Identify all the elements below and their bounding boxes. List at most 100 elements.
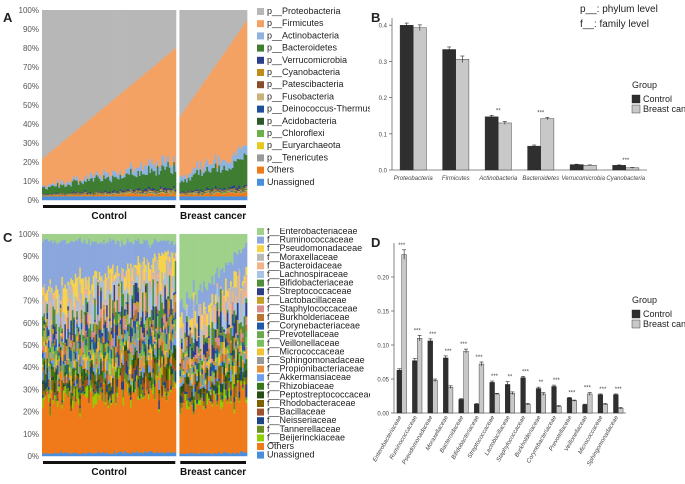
stack-segment-8 <box>158 334 161 339</box>
stack-segment-14 <box>153 194 156 197</box>
stack-segment-11 <box>85 331 88 339</box>
stack-segment-16 <box>107 369 110 377</box>
stack-segment-15 <box>106 196 108 201</box>
stack-segment-17 <box>89 358 92 361</box>
stack-segment-12 <box>91 339 94 342</box>
stack-segment-13 <box>189 193 192 194</box>
stack-segment-13 <box>135 321 138 322</box>
stack-segment-23 <box>86 384 89 386</box>
stack-segment-24 <box>125 373 128 383</box>
stack-segment-6 <box>156 278 159 282</box>
stack-segment-22 <box>211 394 214 401</box>
stack-segment-6 <box>140 190 143 193</box>
stack-segment-8 <box>46 194 49 196</box>
stack-segment-3 <box>214 153 217 164</box>
stack-segment-17 <box>50 358 53 361</box>
stack-segment-20 <box>144 348 147 356</box>
stack-segment-1 <box>74 10 77 132</box>
stack-segment-27 <box>115 453 117 457</box>
stack-segment-14 <box>82 354 85 358</box>
stack-segment-19 <box>174 345 177 349</box>
legend-swatch <box>257 130 264 137</box>
group-label-breast-cancer: Breast cancer <box>180 211 246 222</box>
stack-segment-8 <box>179 363 182 367</box>
stack-segment-2 <box>53 240 56 291</box>
stack-segment-22 <box>109 387 111 391</box>
stack-segment-7 <box>214 189 217 191</box>
stack-segment-12 <box>119 319 122 325</box>
stack-segment-11 <box>124 193 126 194</box>
stack-segment-14 <box>189 349 192 359</box>
stack-segment-11 <box>104 347 107 353</box>
stack-segment-12 <box>143 341 146 352</box>
stack-segment-5 <box>115 284 117 311</box>
stack-segment-9 <box>110 334 113 341</box>
stack-segment-7 <box>238 189 241 191</box>
stack-segment-4 <box>74 180 77 193</box>
stack-segment-13 <box>199 194 202 195</box>
stack-segment-5 <box>165 188 168 192</box>
stack-segment-8 <box>243 189 246 191</box>
stack-segment-6 <box>216 189 219 191</box>
stack-segment-27 <box>133 452 135 457</box>
stack-segment-4 <box>133 266 135 280</box>
stack-segment-14 <box>134 193 137 197</box>
stack-segment-4 <box>44 301 47 318</box>
stack-segment-24 <box>122 389 125 398</box>
stack-segment-12 <box>164 328 167 334</box>
stack-segment-8 <box>94 319 97 322</box>
stack-segment-2 <box>168 52 171 165</box>
stack-segment-18 <box>192 388 195 397</box>
stack-segment-5 <box>170 267 173 299</box>
stack-segment-8 <box>122 193 125 195</box>
stack-segment-4 <box>98 178 101 192</box>
stack-segment-25 <box>77 398 80 405</box>
stack-segment-11 <box>218 191 221 193</box>
stack-segment-20 <box>98 379 101 382</box>
stack-segment-21 <box>180 393 184 396</box>
stack-segment-26 <box>83 394 86 454</box>
y-axis: 0%10%20%30%40%50%60%70%80%90%100% <box>19 6 39 205</box>
stack-segment-12 <box>125 309 128 312</box>
stack-segment-8 <box>161 317 164 333</box>
stack-segment-15 <box>179 379 182 380</box>
stack-segment-23 <box>146 387 149 389</box>
stack-segment-20 <box>82 380 85 385</box>
stack-segment-2 <box>70 240 73 279</box>
stack-segment-1 <box>44 10 47 156</box>
stack-segment-8 <box>103 193 106 195</box>
stack-segment-7 <box>64 323 67 325</box>
stack-segment-26 <box>110 404 113 454</box>
stack-segment-2 <box>141 75 144 171</box>
stack-segment-10 <box>231 190 234 192</box>
stack-segment-3 <box>43 185 46 187</box>
stack-segment-25 <box>191 404 194 406</box>
stack-segment-14 <box>167 338 170 343</box>
stack-segment-16 <box>56 379 59 390</box>
stack-segment-15 <box>219 196 222 201</box>
stack-segment-14 <box>170 194 173 197</box>
legend: p__Proteobacteriap__Firmicutesp__Actinob… <box>257 6 370 187</box>
stack-segment-27 <box>189 452 192 457</box>
stack-segment-25 <box>118 368 120 379</box>
stack-segment-25 <box>47 394 50 403</box>
stack-segment-10 <box>187 356 190 365</box>
stack-segment-25 <box>109 397 111 403</box>
stack-segment-1 <box>107 10 110 104</box>
stack-segment-25 <box>173 380 176 382</box>
stack-segment-1 <box>53 10 56 149</box>
stack-segment-11 <box>144 193 147 195</box>
stack-segment-7 <box>152 190 155 192</box>
stack-segment-27 <box>153 452 156 457</box>
stack-segment-26 <box>125 383 128 453</box>
stack-segment-10 <box>133 304 135 316</box>
stack-segment-9 <box>104 343 107 348</box>
stack-segment-23 <box>98 386 101 388</box>
stack-segment-22 <box>127 360 129 367</box>
significance-label: *** <box>537 111 545 117</box>
stack-segment-1 <box>55 10 58 148</box>
stack-segment-3 <box>147 261 150 282</box>
stack-segment-24 <box>147 393 150 395</box>
stack-segment-3 <box>226 163 229 171</box>
stack-segment-8 <box>211 344 214 359</box>
